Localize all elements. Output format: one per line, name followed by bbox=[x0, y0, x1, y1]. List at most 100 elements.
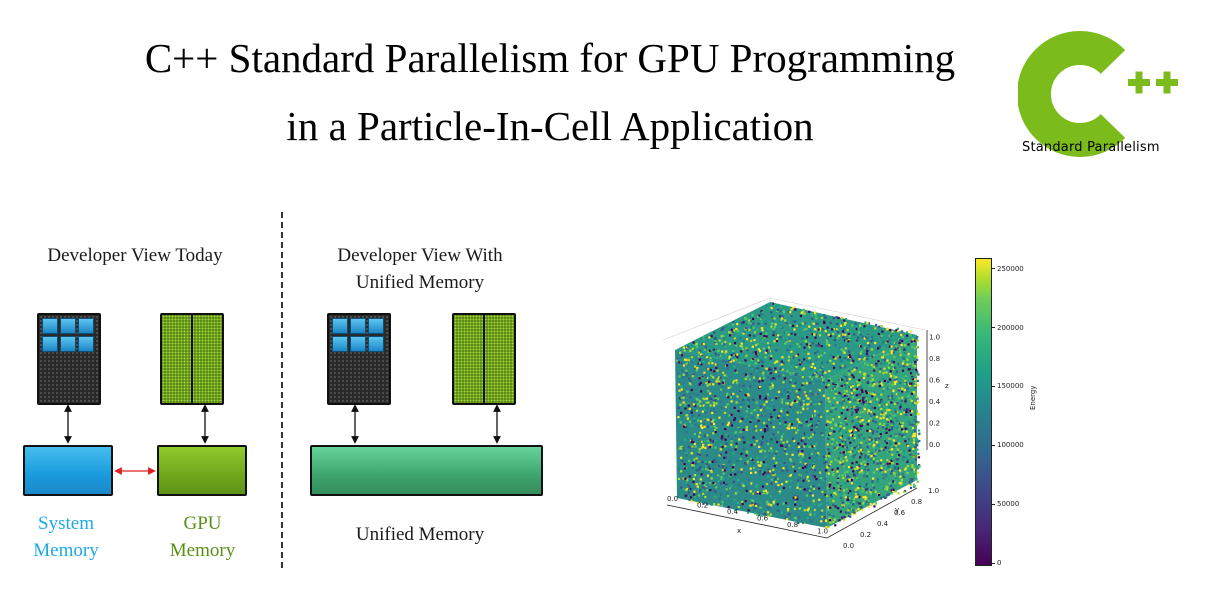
particle-point bbox=[888, 443, 891, 446]
particle-point bbox=[862, 437, 866, 440]
particle-point bbox=[778, 414, 781, 418]
particle-point bbox=[790, 332, 793, 335]
particle-point bbox=[762, 510, 765, 514]
particle-point bbox=[771, 315, 774, 318]
particle-point bbox=[893, 472, 896, 475]
particle-point bbox=[787, 395, 790, 398]
particle-point bbox=[756, 376, 759, 379]
particle-point bbox=[806, 407, 809, 410]
particle-point bbox=[811, 317, 814, 320]
particle-point bbox=[781, 363, 784, 366]
particle-point bbox=[791, 401, 794, 404]
particle-point bbox=[791, 311, 794, 315]
particle-point bbox=[906, 472, 909, 475]
particle-point bbox=[915, 371, 919, 374]
particle-point bbox=[718, 440, 721, 443]
particle-point bbox=[867, 505, 870, 508]
particle-point bbox=[880, 362, 883, 365]
particle-point bbox=[888, 334, 891, 337]
particle-point bbox=[897, 492, 900, 495]
particle-point bbox=[852, 456, 855, 459]
particle-point bbox=[718, 380, 721, 383]
particle-point bbox=[694, 343, 697, 346]
particle-point bbox=[755, 332, 758, 335]
particle-point bbox=[817, 355, 820, 358]
particle-point bbox=[918, 429, 921, 432]
particle-point bbox=[877, 347, 880, 350]
particle-point bbox=[709, 489, 712, 492]
particle-point bbox=[722, 464, 725, 467]
particle-point bbox=[796, 353, 799, 356]
particle-point bbox=[728, 414, 731, 417]
particle-point bbox=[754, 512, 757, 515]
particle-point bbox=[805, 494, 808, 497]
particle-point bbox=[683, 394, 686, 397]
particle-point bbox=[840, 435, 843, 438]
particle-point bbox=[893, 375, 896, 378]
particle-point bbox=[804, 488, 807, 491]
particle-point bbox=[903, 348, 906, 351]
particle-point bbox=[786, 480, 789, 483]
logo-caption: Standard Parallelism bbox=[1022, 140, 1160, 155]
particle-point bbox=[887, 380, 890, 384]
particle-point bbox=[845, 459, 848, 462]
particle-point bbox=[871, 466, 874, 469]
particle-point bbox=[841, 464, 844, 467]
particle-point bbox=[849, 356, 852, 359]
particle-point bbox=[740, 403, 743, 406]
particle-point bbox=[733, 498, 736, 501]
particle-point bbox=[874, 438, 877, 441]
particle-point bbox=[810, 509, 813, 512]
particle-point bbox=[913, 362, 916, 365]
particle-point bbox=[912, 370, 915, 373]
particle-point bbox=[786, 413, 789, 416]
particle-point bbox=[895, 376, 898, 379]
particle-point bbox=[848, 478, 851, 481]
particle-point bbox=[746, 375, 749, 378]
particle-point bbox=[766, 406, 769, 410]
particle-point bbox=[863, 346, 866, 350]
particle-point bbox=[859, 492, 862, 495]
particle-point bbox=[824, 469, 827, 472]
particle-point bbox=[902, 376, 906, 379]
particle-point bbox=[761, 435, 764, 438]
particle-point bbox=[782, 467, 785, 470]
particle-point bbox=[703, 484, 706, 487]
particle-point bbox=[886, 494, 889, 497]
particle-point bbox=[879, 462, 882, 465]
particle-point bbox=[874, 453, 877, 456]
particle-point bbox=[762, 377, 766, 380]
particle-point bbox=[766, 502, 769, 505]
particle-point bbox=[711, 406, 714, 409]
particle-point bbox=[742, 321, 745, 324]
particle-point bbox=[903, 408, 906, 411]
particle-point bbox=[845, 423, 848, 426]
particle-point bbox=[722, 472, 725, 475]
particle-point bbox=[789, 378, 792, 381]
particle-point bbox=[772, 500, 775, 503]
particle-point bbox=[779, 315, 782, 318]
particle-point bbox=[734, 431, 738, 434]
particle-point bbox=[756, 416, 759, 419]
particle-point bbox=[829, 506, 832, 509]
particle-point bbox=[714, 446, 717, 449]
particle-point bbox=[850, 453, 853, 456]
particle-point bbox=[843, 394, 847, 397]
particle-point bbox=[793, 519, 796, 522]
particle-point bbox=[759, 469, 762, 472]
particle-point bbox=[918, 432, 921, 435]
particle-point bbox=[889, 461, 892, 464]
particle-point bbox=[746, 323, 749, 326]
particle-point bbox=[832, 520, 835, 523]
particle-point bbox=[696, 487, 699, 490]
particle-point bbox=[798, 454, 801, 457]
particle-point bbox=[914, 378, 917, 381]
particle-point bbox=[890, 396, 893, 399]
particle-points bbox=[675, 302, 921, 529]
particle-point bbox=[790, 330, 793, 334]
particle-point bbox=[781, 469, 784, 472]
particle-point bbox=[829, 442, 832, 445]
particle-point bbox=[704, 362, 707, 365]
particle-point bbox=[717, 397, 720, 400]
particle-point bbox=[805, 508, 808, 511]
